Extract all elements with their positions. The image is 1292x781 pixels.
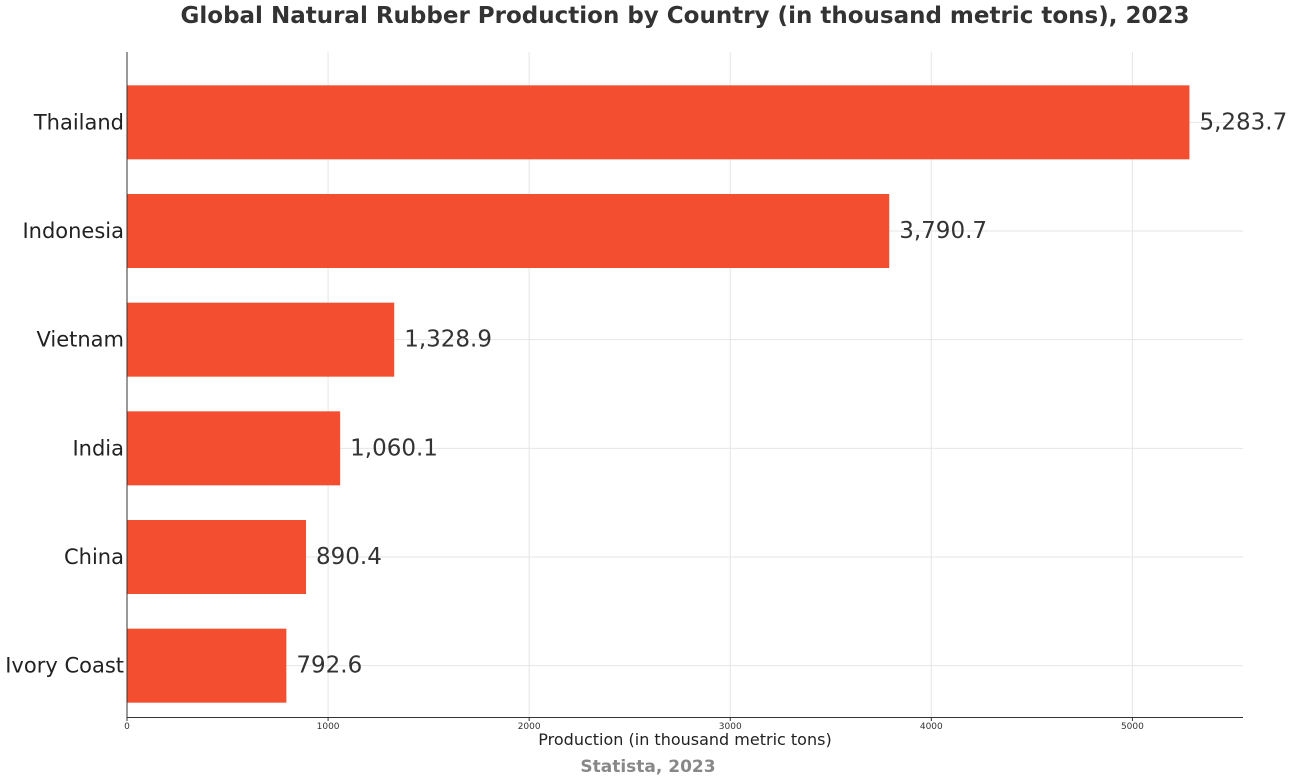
value-label: 3,790.7: [899, 218, 987, 244]
x-tick-label: 0: [124, 722, 130, 732]
category-label: Vietnam: [36, 328, 124, 352]
bars: [127, 85, 1190, 703]
source-caption: Statista, 2023: [580, 757, 715, 777]
x-tick-label: 3000: [719, 722, 742, 732]
value-label: 5,283.7: [1199, 109, 1287, 135]
bar: [127, 85, 1190, 160]
category-label: Ivory Coast: [5, 654, 124, 678]
category-label: Thailand: [33, 110, 124, 134]
bar: [127, 520, 307, 594]
value-labels: 5,283.7 3,790.7 1,328.9 1,060.1 890.4 792.6: [296, 109, 1287, 678]
x-axis-label: Production (in thousand metric tons): [538, 730, 831, 749]
category-label: Indonesia: [22, 219, 124, 243]
value-label: 792.6: [296, 653, 362, 679]
value-label: 1,060.1: [350, 435, 438, 461]
bar: [127, 302, 395, 377]
x-tick-label: 4000: [920, 722, 943, 732]
x-tick-label: 5000: [1121, 722, 1144, 732]
x-tick-label: 2000: [518, 722, 541, 732]
x-tick-label: 1000: [317, 722, 340, 732]
category-label: India: [72, 436, 124, 460]
value-label: 1,328.9: [404, 327, 492, 353]
bar: [127, 411, 341, 486]
category-labels: Thailand Indonesia Vietnam India China Ivory …: [5, 110, 124, 677]
value-label: 890.4: [316, 544, 382, 570]
category-label: China: [64, 545, 124, 569]
bar: [127, 628, 287, 703]
chart-title: Global Natural Rubber Production by Coun…: [181, 3, 1190, 29]
bar: [127, 194, 890, 268]
